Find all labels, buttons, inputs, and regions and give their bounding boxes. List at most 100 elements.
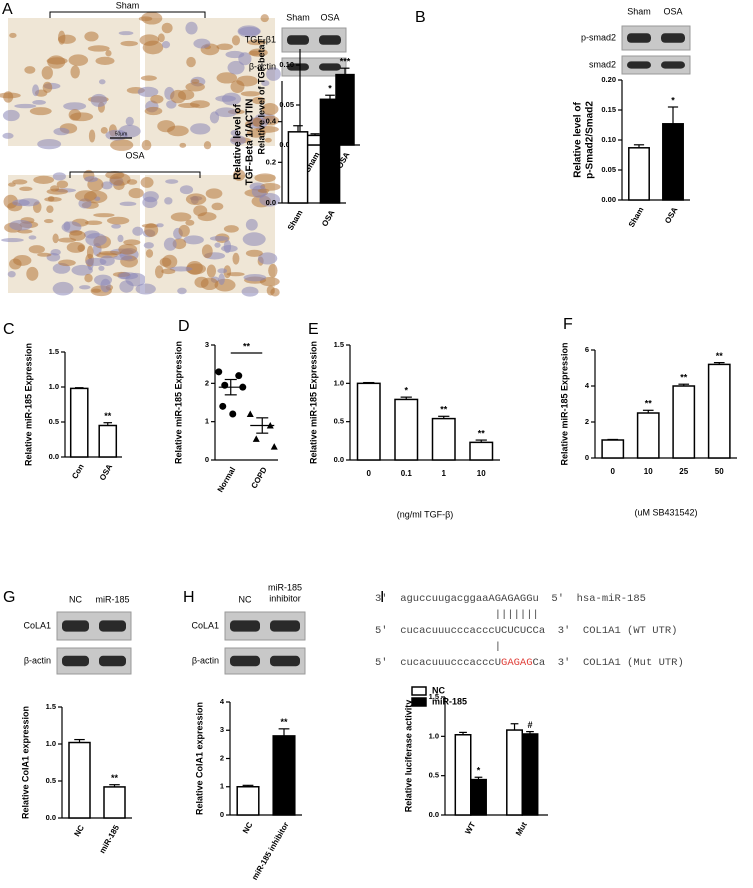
significance: * (477, 766, 481, 776)
tissue (43, 219, 54, 224)
y-tick-label: 4 (220, 697, 225, 706)
tissue (252, 96, 266, 105)
blot-band (661, 61, 685, 69)
x-tick-label: Con (70, 462, 86, 480)
y-axis-label: Relative level of TGF-beta1 (256, 39, 266, 154)
lane-label: OSA (320, 12, 339, 22)
tissue (177, 287, 187, 295)
tissue (1, 238, 24, 243)
tissue (215, 107, 238, 118)
point (252, 435, 260, 442)
tissue (225, 50, 245, 59)
row-label: β-actin (192, 655, 219, 665)
tissue (257, 252, 278, 265)
significance: *** (340, 57, 351, 67)
bar (103, 786, 126, 819)
bar (272, 735, 296, 816)
tissue (84, 31, 99, 42)
sequence-line: 5' cucacuuucccacccUGAGAGCa 3' COL1A1 (Mu… (375, 657, 684, 669)
tissue (209, 236, 229, 241)
tissue (74, 190, 97, 202)
tissue (203, 141, 212, 150)
tissue (7, 271, 16, 278)
blot-band (270, 620, 300, 632)
tissue (162, 254, 178, 269)
tissue (2, 132, 14, 139)
group-bracket (49, 11, 206, 18)
bar (356, 382, 381, 461)
x-axis-label: (ng/ml TGF-β) (397, 509, 454, 519)
tissue (85, 233, 107, 247)
x-tick-label: 25 (679, 467, 688, 476)
bar (454, 734, 472, 816)
point (219, 402, 227, 410)
tissue (28, 245, 45, 254)
lane-label: inhibitor (269, 593, 301, 603)
x-tick-label: Sham (627, 206, 646, 229)
y-tick-label: 0 (585, 453, 589, 462)
tissue (185, 263, 206, 275)
tissue (261, 80, 270, 87)
tissue (268, 263, 278, 278)
panel-label: D (178, 318, 190, 335)
tissue (257, 188, 270, 193)
bar (69, 387, 89, 458)
group-bracket (69, 171, 201, 178)
tissue (177, 89, 195, 101)
tissue (90, 93, 108, 107)
significance: ** (716, 351, 724, 361)
tissue (128, 187, 144, 199)
tissue (63, 102, 87, 111)
y-tick-label: 0.5 (429, 771, 439, 780)
row-label: p-smad2 (581, 32, 616, 42)
tissue (120, 40, 139, 47)
y-tick-label: 0 (205, 455, 209, 464)
bar (236, 786, 260, 816)
tissue (209, 111, 220, 124)
tissue (193, 205, 208, 217)
tissue (227, 60, 245, 75)
sequence-part: | (495, 641, 501, 653)
tissue (37, 252, 52, 257)
tissue (238, 26, 261, 36)
tissue (179, 185, 194, 195)
lane-label: Sham (286, 12, 310, 22)
y-tick-label: 1.5 (429, 692, 439, 701)
y-tick-label: 2 (585, 417, 589, 426)
tissue (135, 283, 156, 295)
y-tick-label: 0.10 (601, 135, 616, 144)
bar (431, 417, 456, 461)
significance: ** (680, 373, 688, 383)
x-tick-label: OSA (98, 462, 115, 482)
tissue (266, 285, 275, 296)
legend-swatch (411, 697, 427, 707)
x-tick-label: OSA (320, 208, 337, 228)
panel-label: I (380, 589, 384, 606)
x-tick-label: miR-185 inhibitor (250, 821, 290, 882)
tissue (100, 126, 108, 134)
tissue (223, 239, 232, 254)
x-tick-label: 0.1 (401, 469, 413, 478)
tissue (201, 244, 213, 259)
panel-label: A (2, 1, 13, 18)
significance: ** (111, 773, 119, 783)
tissue (46, 188, 68, 195)
bar (636, 412, 660, 459)
tissue (170, 212, 192, 222)
x-tick-label: NC (72, 823, 86, 838)
y-tick-label: 2 (220, 753, 224, 762)
tissue (69, 230, 86, 241)
significance: ** (440, 405, 448, 415)
tissue (169, 266, 193, 272)
tissue (247, 39, 267, 46)
tissue (84, 176, 98, 183)
x-tick-label: Normal (216, 466, 238, 494)
tissue (154, 265, 164, 279)
x-tick-label: 0 (367, 469, 372, 478)
tissue (52, 281, 74, 296)
bar (672, 385, 696, 459)
tissue (99, 255, 115, 266)
significance: * (328, 84, 332, 94)
tissue (229, 135, 246, 146)
tissue (105, 50, 112, 57)
